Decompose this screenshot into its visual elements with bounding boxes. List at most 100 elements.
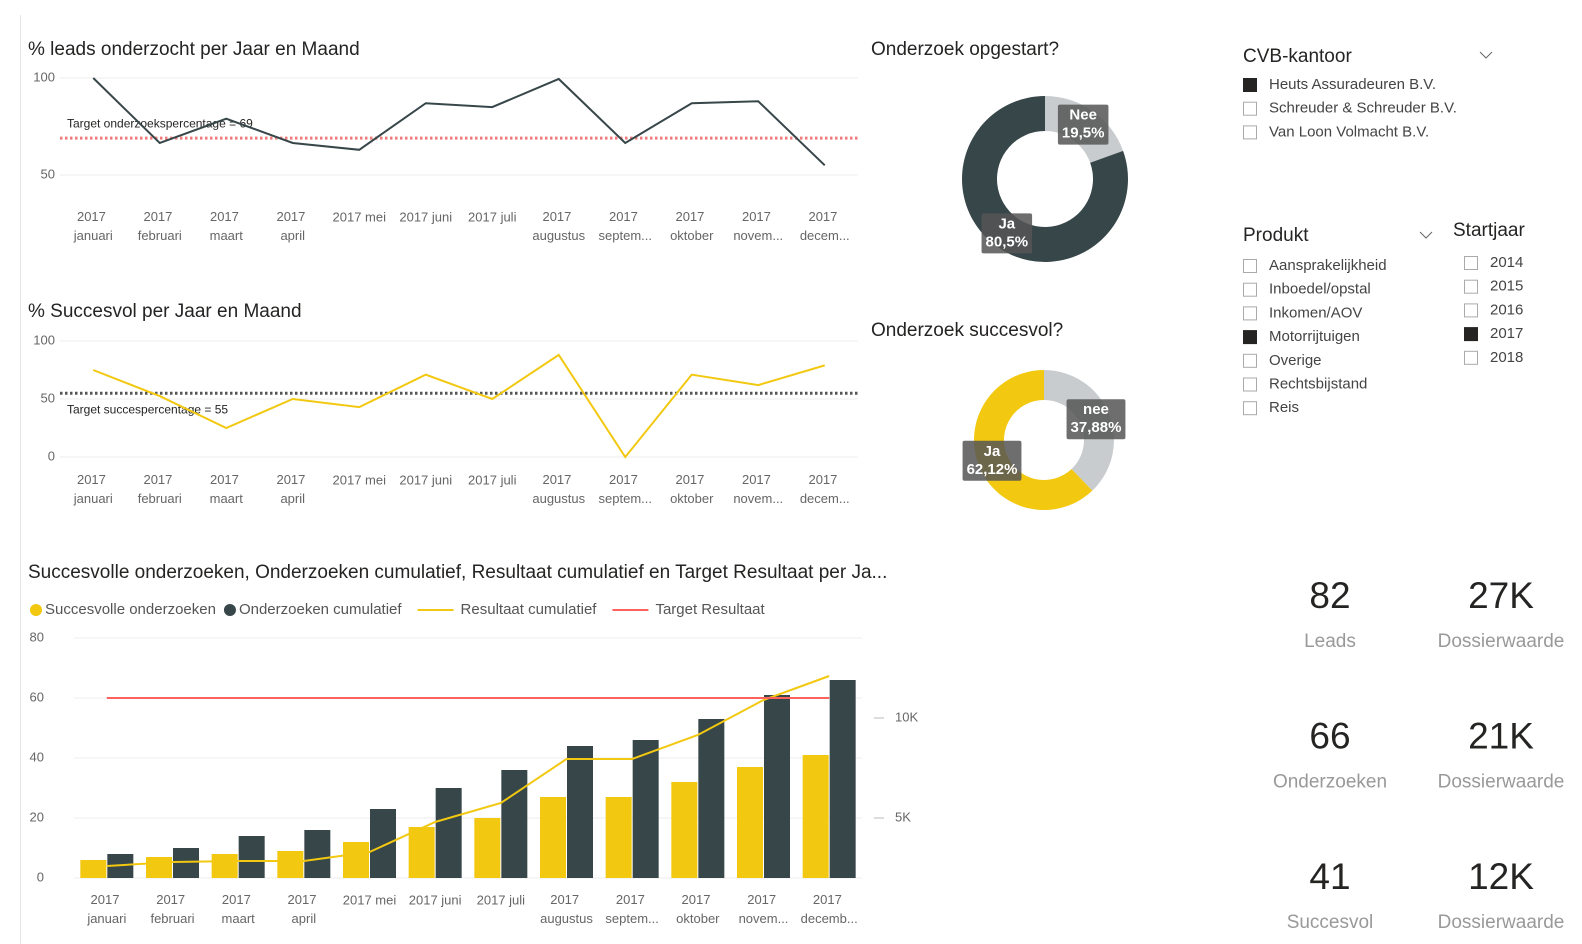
legend-marker — [30, 604, 42, 616]
x-tick-label: 2017 april — [276, 472, 309, 506]
slicer-item[interactable]: Reis — [1269, 399, 1299, 416]
y-tick-label: 20 — [30, 809, 44, 824]
x-tick-label: 2017 januari — [86, 892, 126, 926]
card-value: 82 — [1309, 575, 1350, 616]
x-tick-label: 2017 juli — [477, 892, 526, 907]
bar — [435, 788, 462, 878]
slicer-item[interactable]: 2015 — [1490, 278, 1523, 295]
bar — [408, 827, 435, 878]
x-tick-label: 2017 augustus — [540, 892, 593, 926]
line — [106, 675, 830, 867]
checkbox[interactable] — [1464, 279, 1478, 294]
card-label: Succesvol — [1287, 912, 1374, 933]
slicer-item[interactable]: 2017 — [1490, 325, 1523, 342]
bar — [737, 767, 763, 878]
card-value: 41 — [1309, 856, 1350, 897]
checkbox[interactable] — [1243, 259, 1257, 273]
bar — [474, 818, 501, 878]
checkbox[interactable] — [1243, 101, 1257, 116]
x-tick-label: 2017 maart — [210, 209, 244, 243]
slicer-item[interactable]: Inboedel/opstal — [1269, 281, 1371, 298]
x-tick-label: 2017 augustus — [532, 209, 585, 243]
x-tick-label: 2017 juni — [399, 209, 452, 224]
checkbox[interactable] — [1243, 125, 1257, 140]
checkbox[interactable] — [1243, 78, 1257, 92]
bar — [304, 830, 331, 878]
checkbox[interactable] — [1464, 303, 1478, 318]
checkbox[interactable] — [1464, 350, 1478, 365]
checkbox[interactable] — [1243, 306, 1257, 321]
chevron[interactable] — [1419, 231, 1433, 239]
slicer-item[interactable]: Rechtsbijstand — [1269, 375, 1367, 392]
x-tick-label: 2017 oktober — [670, 472, 714, 506]
slicer-item[interactable]: Van Loon Volmacht B.V. — [1269, 123, 1429, 140]
y-tick-label: 40 — [30, 749, 44, 764]
card-label: Dossierwaarde — [1438, 912, 1565, 933]
card-value: 12K — [1468, 856, 1534, 897]
chart-title: Onderzoek opgestart? — [871, 39, 1059, 60]
x-tick-label: 2017 septem... — [599, 209, 652, 243]
slicer-item[interactable]: 2018 — [1490, 349, 1523, 366]
slicer-item[interactable]: 2014 — [1490, 254, 1523, 271]
chart-title: Onderzoek succesvol? — [871, 320, 1063, 341]
x-tick-label: 2017 juni — [409, 892, 462, 907]
x-tick-label: 2017 mei — [333, 209, 387, 224]
data-label-value: 37,88% — [1071, 419, 1122, 436]
checkbox[interactable] — [1464, 327, 1478, 342]
slicer-item[interactable]: Motorrijtuigen — [1269, 328, 1360, 345]
slicer-item[interactable]: 2016 — [1490, 301, 1523, 318]
y-tick-label: 0 — [48, 448, 55, 463]
legend-marker — [223, 604, 236, 616]
bar — [829, 680, 856, 878]
x-tick-label: 2017 novem... — [739, 892, 789, 926]
bar — [764, 695, 790, 878]
bar — [605, 797, 632, 878]
slicer-title: Startjaar — [1453, 220, 1525, 241]
slicer-item[interactable]: Overige — [1269, 352, 1322, 369]
data-label-box — [1066, 399, 1126, 440]
bar — [277, 851, 304, 878]
bar — [238, 836, 265, 878]
x-tick-label: 2017 februari — [138, 472, 182, 506]
y-tick-label: 0 — [37, 869, 44, 884]
slicer-item[interactable]: Aansprakelijkheid — [1269, 257, 1387, 274]
x-tick-label: 2017 oktober — [670, 209, 714, 243]
checkbox[interactable] — [1243, 330, 1257, 345]
chart-title: Succesvolle onderzoeken, Onderzoeken cum… — [28, 562, 887, 583]
data-label-box — [981, 213, 1033, 254]
x-tick-label: 2017 januari — [73, 472, 113, 506]
x-tick-label: 2017 juli — [468, 472, 517, 487]
x-tick-label: 2017 augustus — [532, 472, 585, 506]
x-tick-label: 2017 april — [288, 892, 321, 926]
y2-tick-label: 5K — [895, 809, 911, 824]
x-tick-label: 2017 maart — [222, 892, 256, 926]
checkbox[interactable] — [1243, 353, 1257, 368]
bar — [632, 740, 659, 878]
legend-label: Target Resultaat — [655, 601, 765, 618]
bar — [211, 854, 238, 878]
checkbox[interactable] — [1464, 256, 1478, 270]
bar — [802, 755, 829, 878]
x-tick-label: 2017 decem... — [800, 472, 850, 506]
bar — [567, 746, 593, 878]
data-label-name: Nee — [1069, 107, 1097, 124]
checkbox[interactable] — [1243, 282, 1257, 297]
x-tick-label: 2017 juli — [468, 209, 517, 224]
card-value: 27K — [1468, 575, 1534, 616]
line — [92, 77, 826, 167]
line — [92, 353, 826, 459]
slicer-item[interactable]: Schreuder & Schreuder B.V. — [1269, 100, 1457, 117]
y-tick-label: 100 — [33, 332, 55, 347]
legend-label: Succesvolle onderzoeken — [45, 601, 216, 618]
slicer-item[interactable]: Heuts Assuradeuren B.V. — [1269, 76, 1436, 93]
chevron[interactable] — [1479, 51, 1493, 59]
y2-tick-label: 10K — [895, 709, 918, 724]
checkbox[interactable] — [1243, 377, 1257, 392]
y-tick-label: 100 — [33, 69, 55, 84]
bar — [370, 809, 396, 878]
slicer-item[interactable]: Inkomen/AOV — [1269, 304, 1362, 321]
x-tick-label: 2017 mei — [343, 892, 397, 907]
checkbox[interactable] — [1243, 401, 1257, 416]
